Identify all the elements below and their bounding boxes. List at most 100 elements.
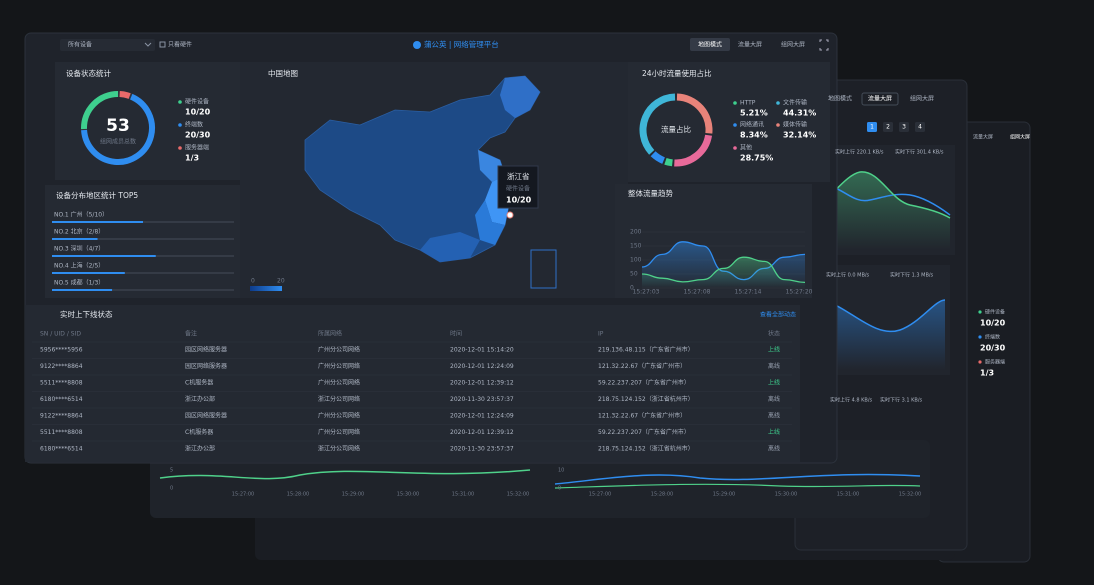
legend-name: 媒体传输 [783,121,807,129]
view-all-link[interactable]: 查看全部动态 [760,311,796,319]
table-cell: 9122****8864 [40,363,83,370]
map-marker [506,211,514,219]
map-legend-max: 20 [277,278,285,285]
legend-name: 其他 [740,144,752,152]
checkbox[interactable] [159,41,166,48]
trend-area [642,257,805,288]
mode-tab[interactable]: 组网大屏 [781,41,805,49]
far-status-value: 1/3 [980,369,994,378]
pager-number[interactable]: 3 [902,124,906,131]
panel-title: 设备状态统计 [66,68,111,78]
column-header: 时间 [450,330,462,338]
region-fill [52,289,113,291]
table-cell: 121.32.22.67（广东省广州市） [598,362,686,370]
pager-number[interactable]: 2 [886,124,890,131]
y-tick-label: 100 [630,257,642,264]
map-legend-min: 0 [251,278,255,285]
back-x-label: 15:29:00 [713,492,735,498]
legend-value: 28.75% [740,154,773,163]
table-cell: 5511****8808 [40,429,83,436]
tooltip-metric: 硬件设备 [506,185,530,193]
back-x-label: 15:28:00 [651,492,673,498]
table-cell: 6180****6514 [40,446,83,453]
legend-value: 32.14% [783,131,816,140]
y-tick-label: 200 [630,229,642,236]
legend-dot [978,310,982,314]
panel-title: 中国地图 [268,68,298,78]
legend-dot [978,360,982,364]
table-cell: 2020-11-30 23:57:37 [450,396,514,403]
table-cell: 6180****6514 [40,396,83,403]
region-fill [52,272,125,274]
total-label: 组网成员总数 [100,138,136,146]
region-fill [52,238,98,240]
back-y-label: 0 [170,486,173,492]
back-line [159,469,531,480]
x-tick-label: 15:27:08 [684,289,711,296]
far-tab: 流量大屏 [973,134,993,141]
table-cell: 园区网络服务器 [185,346,227,354]
table-cell: 121.32.22.67（广东省广州市） [598,412,686,420]
table-cell: 2020-12-01 12:24:09 [450,413,514,420]
pie-segment [639,93,676,155]
legend-dot [178,100,182,104]
far-status-value: 10/20 [980,319,1006,328]
map-province [500,76,540,118]
pager-number[interactable]: 1 [870,124,874,131]
column-header: 状态 [768,330,780,338]
tooltip-value: 10/20 [506,196,532,205]
table-cell: 2020-12-01 12:39:12 [450,380,514,387]
pie-segment [664,157,673,167]
table-cell: 5511****8808 [40,380,83,387]
logo-text: 蒲公英 | 网络管理平台 [424,39,499,49]
x-tick-label: 15:27:20 [786,289,813,296]
pager-box [915,122,925,132]
legend-value: 10/20 [185,108,211,117]
table-cell: 上线 [768,346,780,354]
y-tick-label: 150 [630,243,642,250]
table-cell: 浙江办公部 [185,445,215,453]
back-tab-bg [861,92,899,106]
legend-value: 8.34% [740,131,768,140]
back-x-label: 15:30:00 [397,492,419,498]
legend-name: 服务器端 [185,144,209,152]
mode-tab[interactable]: 地图模式 [698,41,722,49]
ring-segment [81,91,119,130]
back-x-label: 15:32:00 [507,492,529,498]
table-cell: 上线 [768,428,780,436]
fullscreen-icon[interactable] [819,39,829,51]
table-cell: 9122****8864 [40,413,83,420]
ring-segment [81,93,155,165]
panel-title: 24小时流量使用占比 [642,68,712,78]
table-cell: 广州分公司网络 [318,428,360,436]
back-tab: 地图模式 [828,95,852,103]
table-cell: C机服务器 [185,379,213,387]
online-status-panel [25,305,800,462]
y-tick-label: 0 [630,285,634,292]
region-track [52,238,234,240]
legend-dot [733,146,737,150]
region-item: NO.2 北京（2/8） [54,228,104,236]
table-cell: 浙江办公部 [185,395,215,403]
far-status-name: 服务器端 [985,359,1005,366]
table-cell: 园区网络服务器 [185,412,227,420]
table-cell: 5956****5956 [40,347,83,354]
back-tab: 组网大屏 [910,95,934,103]
pager-number[interactable]: 4 [918,124,922,131]
back-legend: 实时下行 3.1 KB/s [880,397,923,404]
legend-name: 硬件设备 [185,98,209,106]
device-select[interactable] [60,39,155,51]
column-header: SN / UID / SID [40,331,81,338]
map-legend-bar [250,286,282,291]
legend-dot [733,123,737,127]
back-x-label: 15:31:00 [837,492,859,498]
table-cell: 219.136.48.115（广东省广州市） [598,346,694,354]
logo-icon [413,41,421,49]
table-cell: 广州分公司网络 [318,346,360,354]
ring-segment [119,91,131,99]
table-cell: 2020-12-01 12:39:12 [450,429,514,436]
back-x-label: 15:27:00 [232,492,254,498]
legend-value: 20/30 [185,131,211,140]
mode-tab[interactable]: 流量大屏 [738,41,762,49]
